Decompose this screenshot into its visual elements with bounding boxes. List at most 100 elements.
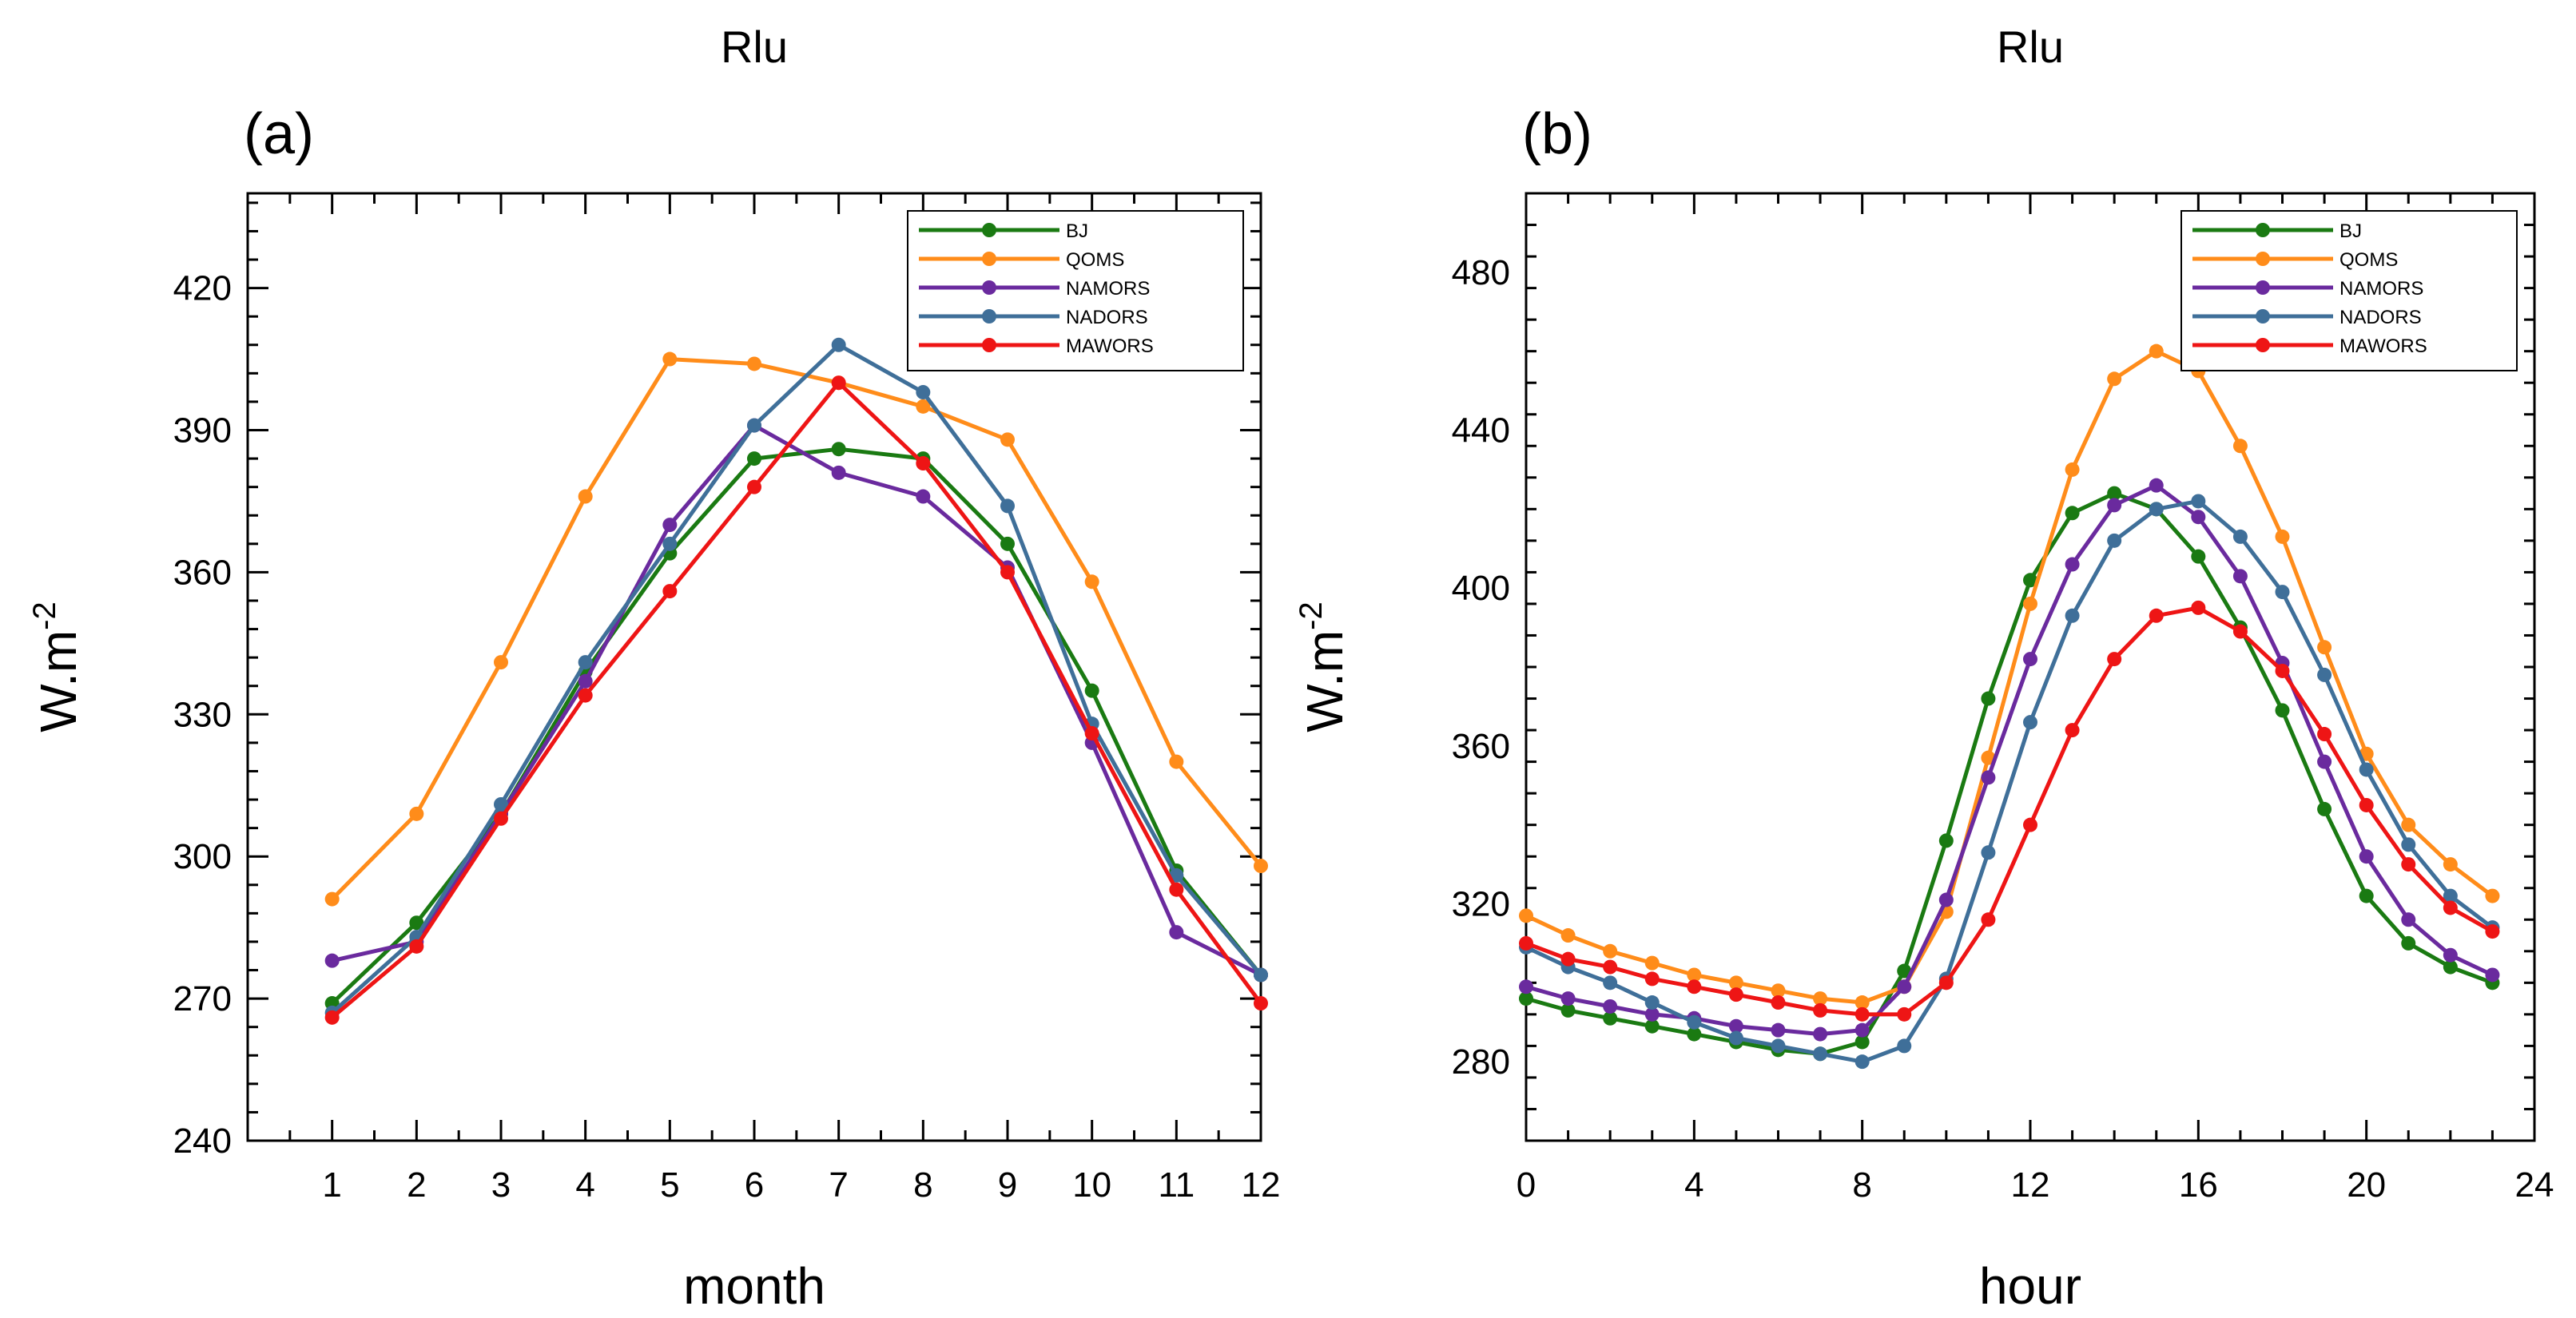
data-point-nadors [1687,1014,1702,1030]
data-point-qoms [1813,991,1828,1006]
data-point-mawors [2191,600,2206,615]
data-point-bj [1854,1034,1870,1050]
data-point-namors [2149,478,2164,493]
data-point-nadors [2191,494,2206,509]
y-tick-label: 390 [173,411,232,451]
data-point-nadors [2023,715,2037,730]
data-point-namors [1644,1006,1660,1022]
y-axis-title: W.m-2 [27,601,87,732]
x-tick-label: 10 [1072,1165,1111,1205]
data-point-mawors [1519,935,1533,951]
data-point-mawors [1169,882,1184,897]
panel-label: (a) [244,102,314,166]
data-point-qoms [747,356,761,371]
data-point-mawors [916,456,931,471]
data-point-namors [1560,991,1576,1006]
legend-marker-qoms [2256,252,2270,266]
data-point-bj [747,451,761,466]
data-point-qoms [409,806,424,821]
data-point-namors [662,518,678,533]
y-tick-label: 330 [173,695,232,734]
data-point-qoms [1084,574,1099,590]
y-tick-label: 440 [1452,411,1510,451]
y-tick-label: 360 [173,553,232,592]
x-tick-label: 5 [660,1165,679,1205]
data-point-mawors [1603,959,1618,975]
data-point-nadors [2107,533,2122,548]
data-point-qoms [324,891,340,907]
legend-marker-namors [2256,280,2270,295]
x-tick-label: 16 [2179,1165,2218,1205]
data-point-namors [1728,1018,1743,1034]
data-point-qoms [2232,439,2248,454]
legend-marker-namors [982,280,996,295]
data-point-mawors [324,1010,340,1025]
series-line-bj [330,447,1262,1005]
y-tick-label: 270 [173,979,232,1018]
data-point-namors [1897,979,1912,994]
data-point-mawors [662,584,678,599]
data-point-qoms [494,655,508,670]
y-tick-label: 320 [1452,885,1510,924]
data-point-nadors [662,536,678,551]
data-point-namors [831,465,846,480]
series-line-nadors [331,343,1262,1014]
data-point-mawors [494,811,508,826]
data-point-mawors [2065,723,2080,738]
data-point-bj [2023,573,2037,588]
data-point-bj [409,915,424,931]
data-point-namors [2191,510,2206,525]
x-axis-title: month [683,1257,825,1315]
y-tick-label: 280 [1452,1042,1510,1082]
data-point-bj [1938,833,1954,848]
data-point-qoms [1000,432,1015,447]
data-point-bj [2107,486,2122,501]
data-point-bj [1000,536,1015,551]
data-point-qoms [2275,529,2290,544]
data-point-bj [2443,959,2458,975]
series-line-qoms [330,357,1262,901]
data-point-namors [2023,652,2037,667]
data-point-mawors [1897,1006,1912,1022]
data-point-qoms [2317,640,2332,655]
series-line-nadors [1525,498,2494,1064]
data-point-mawors [2232,624,2248,639]
data-point-qoms [1254,859,1268,874]
legend-marker-nadors [982,309,996,324]
data-point-qoms [1981,750,1996,765]
data-point-qoms [1728,975,1743,990]
data-point-mawors [2149,608,2164,623]
data-point-namors [1169,925,1184,940]
data-point-mawors [1813,1002,1828,1018]
data-point-bj [2191,549,2206,564]
data-point-mawors [1560,951,1576,967]
x-tick-label: 1 [322,1165,341,1205]
legend-label-nadors: NADORS [1066,307,1148,328]
data-point-qoms [2401,817,2416,832]
data-point-mawors [2359,797,2374,812]
data-point-bj [1560,1002,1576,1018]
data-point-namors [2443,947,2458,963]
data-point-bj [2359,888,2374,903]
x-axis-title: hour [1979,1257,2081,1315]
legend-label-mawors: MAWORS [2339,335,2427,357]
x-tick-label: 8 [1852,1165,1871,1205]
data-point-bj [1603,1010,1618,1026]
data-point-mawors [1771,995,1786,1010]
y-axis-title-superscript: -2 [27,601,62,630]
data-point-namors [916,489,931,504]
data-point-qoms [1560,928,1576,943]
data-point-namors [2359,849,2374,864]
data-point-nadors [2443,888,2458,903]
data-point-namors [2401,912,2416,927]
legend-label-bj: BJ [2339,220,2362,242]
data-point-qoms [2443,857,2458,872]
x-tick-label: 12 [2011,1165,2050,1205]
series-line-mawors [331,380,1263,1019]
data-point-mawors [2023,817,2037,832]
legend-label-nadors: NADORS [2339,307,2422,328]
data-point-bj [831,442,846,457]
data-point-namors [2232,569,2248,584]
data-point-mawors [2401,857,2416,872]
